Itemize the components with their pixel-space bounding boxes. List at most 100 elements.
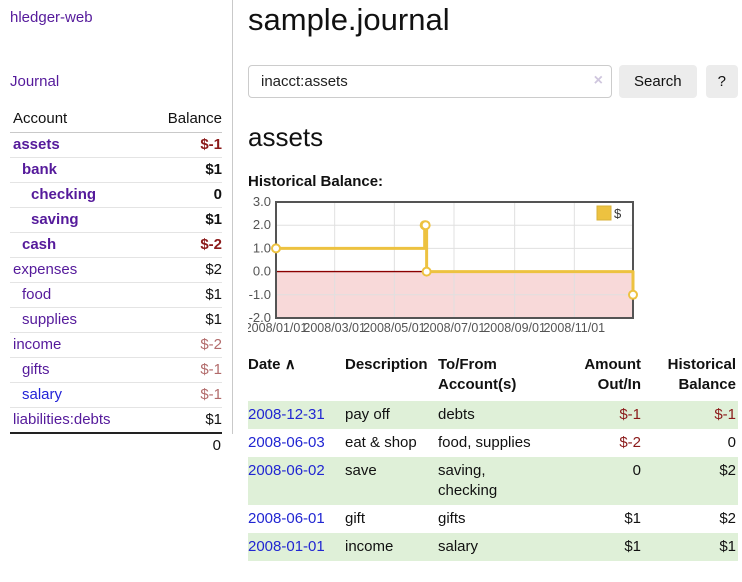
svg-text:2008/07/01: 2008/07/01 xyxy=(423,321,486,335)
clear-search-icon[interactable]: × xyxy=(593,72,603,89)
svg-text:2008/01/01: 2008/01/01 xyxy=(248,321,307,335)
cell-description: pay off xyxy=(345,401,438,429)
cell-description: income xyxy=(345,533,438,561)
svg-text:2008/05/01: 2008/05/01 xyxy=(363,321,426,335)
account-balance: $-2 xyxy=(200,236,222,253)
register-row: 2008-06-02 save saving, checking 0 $2 xyxy=(248,457,738,505)
cell-accounts: salary xyxy=(438,533,555,561)
account-link-checking[interactable]: checking xyxy=(31,186,97,203)
account-balance: $1 xyxy=(205,211,222,228)
account-link-cash[interactable]: cash xyxy=(22,236,57,253)
search-input[interactable] xyxy=(248,65,612,98)
svg-text:-2.0: -2.0 xyxy=(249,310,271,325)
account-link-food[interactable]: food xyxy=(22,286,52,303)
account-row: income $-2 xyxy=(10,333,222,358)
sidebar-item-journal[interactable]: Journal xyxy=(10,73,60,90)
search-form: × Search ? xyxy=(248,65,738,98)
account-column-header: Account xyxy=(13,110,68,127)
svg-text:3.0: 3.0 xyxy=(253,197,271,209)
cell-balance: $-1 xyxy=(643,401,738,429)
column-header-balance: Historical Balance xyxy=(667,356,736,393)
account-link-gifts[interactable]: gifts xyxy=(22,361,50,378)
cell-amount: $1 xyxy=(555,533,643,561)
account-tree-total: 0 xyxy=(10,432,222,457)
account-balance: $1 xyxy=(205,311,222,328)
cell-accounts: food, supplies xyxy=(438,434,531,451)
account-balance: $1 xyxy=(205,161,222,178)
svg-text:2008/03/01: 2008/03/01 xyxy=(303,321,366,335)
cell-balance: $2 xyxy=(719,510,736,527)
account-balance: $-1 xyxy=(200,361,222,378)
account-tree-header: Account Balance xyxy=(10,107,222,133)
account-row: bank $1 xyxy=(10,158,222,183)
cell-amount: 0 xyxy=(555,457,643,505)
balance-column-header: Balance xyxy=(167,110,222,127)
register-row: 2008-12-31 pay off debts $-1 $-1 xyxy=(248,401,738,429)
cell-accounts: saving, checking xyxy=(438,457,555,505)
account-balance: $-1 xyxy=(200,386,222,403)
account-balance: $-2 xyxy=(200,336,222,353)
account-link-supplies[interactable]: supplies xyxy=(22,311,78,328)
account-row: saving $1 xyxy=(10,208,222,233)
account-tree: Account Balance assets $-1 bank $1 checking 0… xyxy=(10,107,222,457)
account-link-saving[interactable]: saving xyxy=(31,211,79,228)
svg-text:1.0: 1.0 xyxy=(253,240,271,255)
cell-date: 2008-01-01 xyxy=(248,533,345,561)
account-row: food $1 xyxy=(10,283,222,308)
cell-date: 2008-06-01 xyxy=(248,505,345,533)
account-heading: assets xyxy=(248,122,324,152)
cell-accounts: gifts xyxy=(438,510,466,527)
account-link-salary[interactable]: salary xyxy=(22,386,63,403)
sort-ascending-icon: ∧ xyxy=(284,356,296,373)
account-row: cash $-2 xyxy=(10,233,222,258)
main-content: sample.journal × Search ? assets Histori… xyxy=(248,0,738,561)
register-header-row: Date ∧ Description To/From Account(s) Am… xyxy=(248,353,738,401)
cell-accounts: debts xyxy=(438,401,555,429)
cell-description: gift xyxy=(345,510,366,527)
cell-date: 2008-12-31 xyxy=(248,401,345,429)
svg-text:2008/11/01: 2008/11/01 xyxy=(543,321,605,335)
cell-description: save xyxy=(345,457,438,505)
cell-amount: $-2 xyxy=(619,434,641,451)
account-link-income[interactable]: income xyxy=(13,336,62,353)
account-link-bank[interactable]: bank xyxy=(22,161,58,178)
account-link-assets[interactable]: assets xyxy=(13,136,60,153)
register-row: 2008-01-01 income salary $1 $1 xyxy=(248,533,738,561)
search-button[interactable]: Search xyxy=(619,65,697,98)
transaction-date-link[interactable]: 2008-06-02 xyxy=(248,462,325,479)
column-header-date[interactable]: Date ∧ xyxy=(248,356,296,373)
column-header-amount: Amount Out/In xyxy=(584,356,641,393)
transaction-date-link[interactable]: 2008-06-03 xyxy=(248,434,325,451)
account-balance: $2 xyxy=(205,261,222,278)
transaction-date-link[interactable]: 2008-01-01 xyxy=(248,538,325,555)
account-balance: $1 xyxy=(205,411,222,428)
help-button[interactable]: ? xyxy=(705,65,738,98)
account-row: expenses $2 xyxy=(10,258,222,283)
cell-description: eat & shop xyxy=(345,434,417,451)
cell-amount: $1 xyxy=(624,510,641,527)
legend-label: $ xyxy=(614,206,622,221)
cell-balance: 0 xyxy=(727,434,736,451)
svg-text:2008/09/01: 2008/09/01 xyxy=(483,321,546,335)
svg-text:0.0: 0.0 xyxy=(253,264,271,279)
app-title-link[interactable]: hledger-web xyxy=(10,9,93,26)
account-row: salary $-1 xyxy=(10,383,222,408)
account-balance: $1 xyxy=(205,286,222,303)
account-balance: $-1 xyxy=(200,136,222,153)
account-row: gifts $-1 xyxy=(10,358,222,383)
historical-balance-chart: 3.0 2.0 1.0 0.0 -1.0 -2.0 2008/01/01 2008/03/01… xyxy=(248,197,738,337)
account-link-liabilities-debts[interactable]: liabilities:debts xyxy=(13,411,111,428)
register-row: 2008-06-01 gift gifts $1 $2 xyxy=(248,505,738,533)
account-balance: 0 xyxy=(213,186,222,203)
svg-text:-1.0: -1.0 xyxy=(249,287,271,302)
column-header-description: Description xyxy=(345,356,428,373)
cell-date: 2008-06-02 xyxy=(248,457,345,505)
account-link-expenses[interactable]: expenses xyxy=(13,261,78,278)
transaction-date-link[interactable]: 2008-06-01 xyxy=(248,510,325,527)
cell-balance: $2 xyxy=(643,457,738,505)
cell-date: 2008-06-03 xyxy=(248,429,345,457)
cell-balance: $1 xyxy=(643,533,738,561)
transaction-date-link[interactable]: 2008-12-31 xyxy=(248,406,325,423)
register-table: Date ∧ Description To/From Account(s) Am… xyxy=(248,353,738,561)
page-title: sample.journal xyxy=(248,2,450,37)
